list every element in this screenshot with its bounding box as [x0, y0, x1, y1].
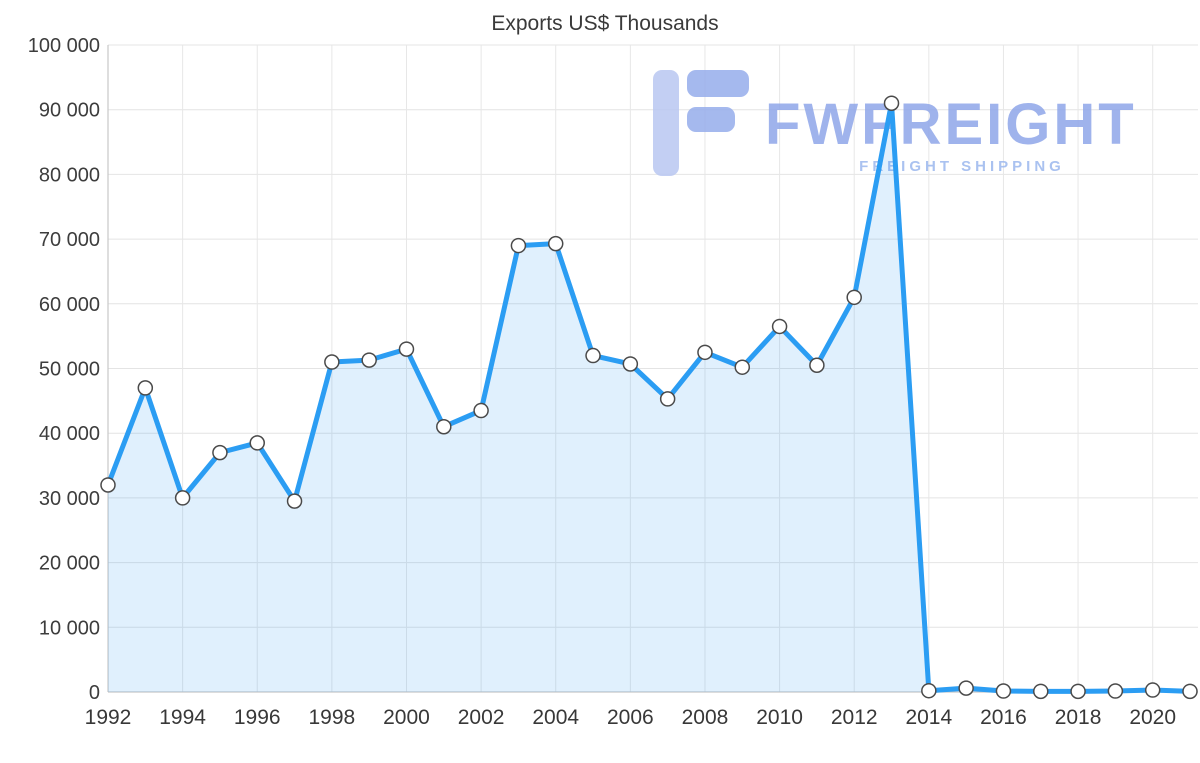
data-point[interactable]	[995, 683, 1012, 699]
watermark-logo-icon	[653, 70, 749, 176]
data-point[interactable]	[547, 235, 564, 252]
data-point[interactable]	[398, 341, 415, 357]
x-axis-label: 2004	[532, 706, 579, 729]
data-point[interactable]	[921, 682, 937, 699]
y-axis-label: 40 000	[39, 423, 100, 445]
series-area	[108, 103, 1190, 693]
x-axis-label: 2000	[383, 706, 430, 729]
data-point[interactable]	[212, 444, 228, 461]
data-point[interactable]	[249, 435, 265, 451]
data-point[interactable]	[958, 680, 974, 696]
data-point[interactable]	[883, 95, 900, 111]
y-axis-label: 0	[89, 682, 100, 704]
x-axis-label: 1996	[234, 706, 281, 729]
grid-layer	[107, 44, 1198, 693]
x-axis-label: 2016	[980, 706, 1027, 729]
data-point[interactable]	[771, 318, 788, 335]
x-axis-label: 2018	[1055, 706, 1102, 729]
data-point[interactable]	[510, 237, 527, 254]
data-point[interactable]	[622, 356, 639, 372]
y-axis-label: 50 000	[39, 359, 100, 381]
data-point[interactable]	[361, 352, 377, 368]
data-point[interactable]	[1107, 683, 1124, 699]
x-axis-label: 1998	[309, 706, 356, 729]
watermark-tagline-text: FREIGHT SHIPPING	[859, 158, 1065, 175]
x-axis-label: 2002	[458, 706, 505, 729]
data-point[interactable]	[1182, 683, 1198, 700]
data-point[interactable]	[1144, 682, 1161, 698]
data-point[interactable]	[1070, 683, 1086, 700]
chart-title: Exports US$ Thousands	[491, 12, 718, 35]
x-axis-label: 2020	[1129, 706, 1176, 729]
x-axis-label: 2014	[905, 706, 952, 729]
y-axis-label: 70 000	[39, 229, 100, 251]
data-point[interactable]	[585, 347, 601, 364]
data-point[interactable]	[734, 359, 751, 375]
data-point[interactable]	[1033, 683, 1049, 700]
y-axis-label: 100 000	[28, 35, 100, 57]
x-axis-label: 2010	[756, 706, 803, 729]
data-point[interactable]	[809, 357, 825, 374]
data-point[interactable]	[100, 477, 116, 493]
data-point[interactable]	[697, 344, 713, 361]
data-point[interactable]	[286, 493, 303, 509]
series-layer	[100, 95, 1198, 700]
watermark: FWFREIGHT FREIGHT SHIPPING	[653, 70, 1137, 176]
data-point[interactable]	[659, 391, 676, 407]
data-point[interactable]	[137, 380, 154, 396]
y-axis-label: 90 000	[39, 100, 100, 122]
data-point[interactable]	[174, 490, 191, 506]
x-axis-label: 1994	[159, 706, 206, 729]
axis-labels-layer: 0 10 000 20 000 30 000 40 000 50 000 60 000 70 …	[28, 35, 1176, 729]
y-axis-label: 20 000	[39, 553, 100, 575]
x-axis-label: 1992	[85, 706, 132, 729]
x-axis-label: 2012	[831, 706, 878, 729]
y-axis-label: 10 000	[39, 617, 100, 639]
x-axis-label: 2008	[682, 706, 729, 729]
data-point[interactable]	[846, 289, 862, 306]
data-point[interactable]	[473, 402, 489, 419]
x-axis-label: 2006	[607, 706, 654, 729]
y-axis-label: 60 000	[39, 294, 100, 316]
watermark-brand-text: FWFREIGHT	[765, 92, 1137, 157]
data-point[interactable]	[324, 354, 340, 370]
y-axis-label: 80 000	[39, 164, 100, 186]
data-point[interactable]	[436, 418, 452, 435]
y-axis-label: 30 000	[39, 488, 100, 510]
